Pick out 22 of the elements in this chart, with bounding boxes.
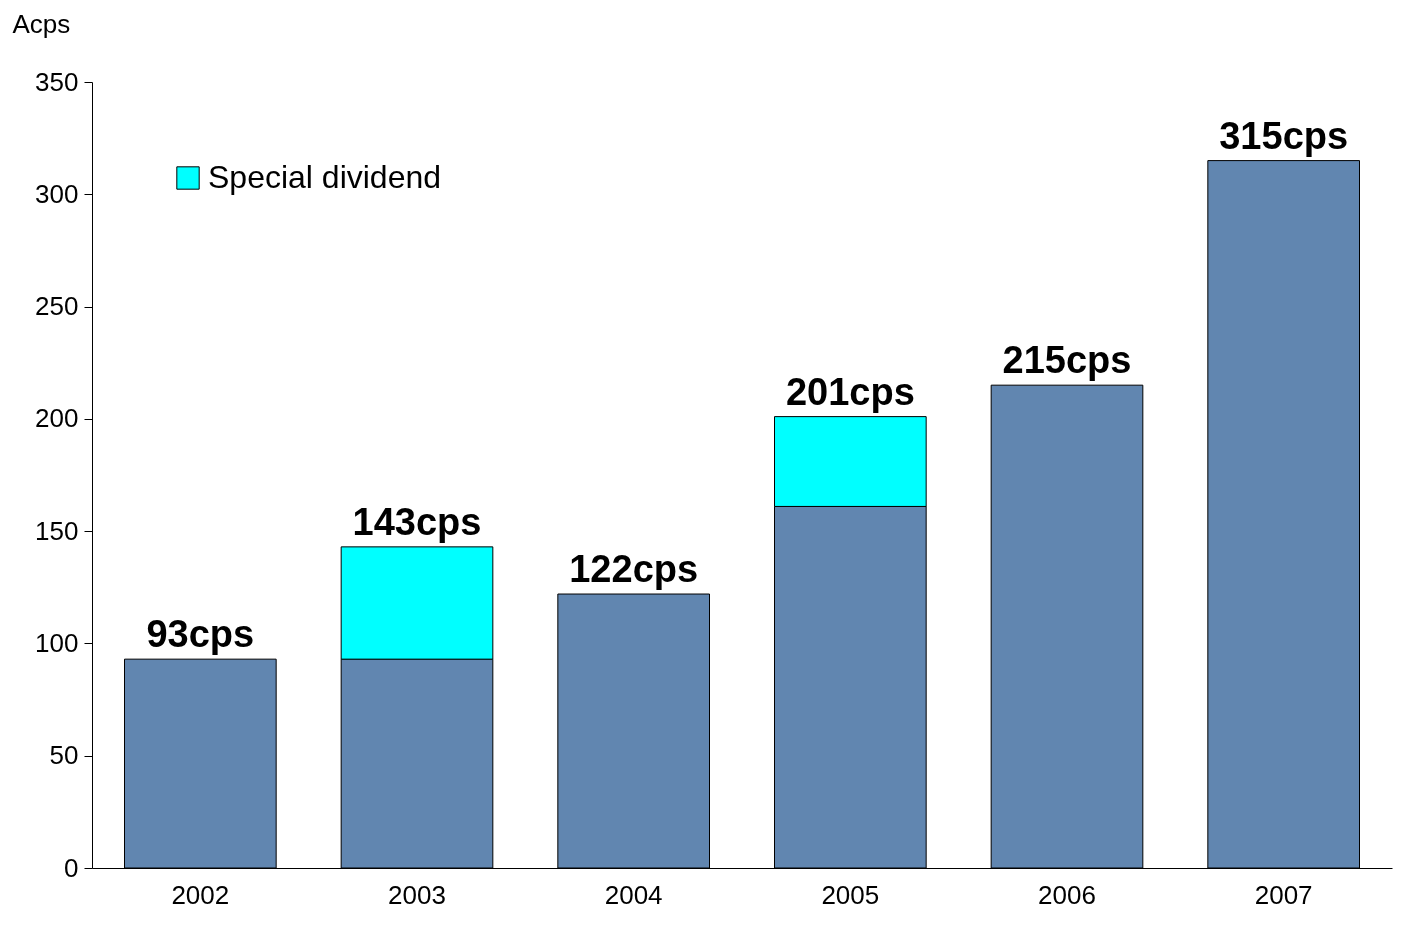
y-tick-label: 200 — [35, 403, 79, 434]
legend-label: Special dividend — [208, 159, 442, 195]
y-tick-label: 250 — [35, 291, 79, 322]
x-tick-label: 2007 — [1254, 879, 1313, 910]
x-tick-label: 2006 — [1038, 879, 1096, 910]
y-tick-label: 150 — [35, 515, 79, 546]
y-tick-label: 100 — [35, 627, 79, 658]
total-label: 315cps — [1219, 114, 1349, 157]
x-tick-label: 2003 — [388, 879, 446, 910]
total-label: 201cps — [785, 370, 915, 413]
y-axis-title: Acps — [12, 8, 71, 39]
x-tick-label: 2005 — [821, 879, 880, 910]
y-tick-label: 300 — [35, 178, 79, 209]
y-tick-label: 50 — [49, 740, 79, 771]
total-label: 215cps — [1002, 339, 1132, 382]
y-tick-label: 0 — [64, 852, 79, 883]
x-tick-label: 2004 — [604, 879, 663, 910]
total-label: 93cps — [146, 613, 255, 656]
total-label: 143cps — [352, 500, 482, 543]
x-tick-label: 2002 — [171, 879, 230, 910]
total-label: 122cps — [569, 548, 699, 591]
y-tick-label: 350 — [35, 66, 79, 97]
